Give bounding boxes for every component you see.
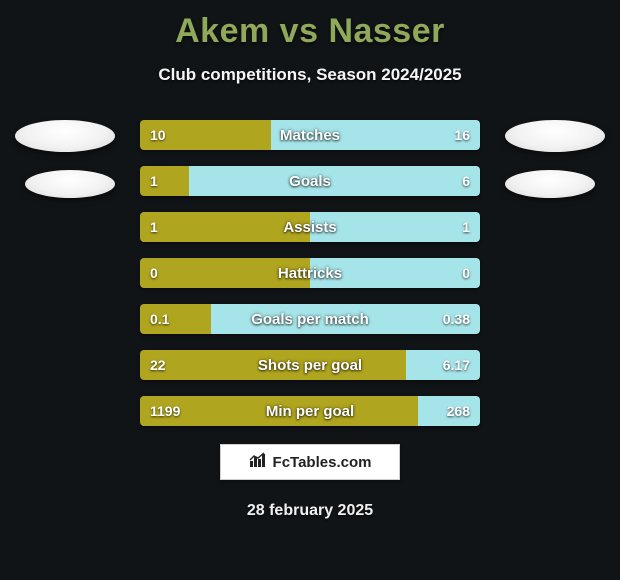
page-title: Akem vs Nasser: [0, 0, 620, 51]
footer-date: 28 february 2025: [0, 502, 620, 520]
stat-bar-right: [310, 258, 480, 288]
right-team-badge-2: [505, 170, 595, 198]
stat-row: Goals per match0.10.38: [140, 304, 480, 334]
page-subtitle: Club competitions, Season 2024/2025: [0, 65, 620, 85]
left-team-badge-2: [25, 170, 115, 198]
stat-row: Goals16: [140, 166, 480, 196]
stat-bar-left: [140, 212, 310, 242]
stat-bar-left: [140, 258, 310, 288]
stat-bar-left: [140, 120, 271, 150]
left-team-badge-1: [15, 120, 115, 152]
stat-bar-left: [140, 166, 189, 196]
stat-row: Matches1016: [140, 120, 480, 150]
stat-bar-right: [211, 304, 480, 334]
stat-row: Min per goal1199268: [140, 396, 480, 426]
stat-bar-right: [271, 120, 480, 150]
stat-bar-right: [418, 396, 480, 426]
stat-bar-right: [189, 166, 480, 196]
stat-rows: Matches1016 Goals16 Assists11 Hattricks00 Go…: [140, 120, 480, 442]
right-team-badge-1: [505, 120, 605, 152]
stat-bar-left: [140, 396, 418, 426]
stat-bar-left: [140, 304, 211, 334]
stat-bar-left: [140, 350, 406, 380]
stat-row: Hattricks00: [140, 258, 480, 288]
branding-box: FcTables.com: [220, 444, 400, 480]
stat-bar-right: [406, 350, 480, 380]
chart-icon: [249, 451, 267, 474]
stat-row: Shots per goal226.17: [140, 350, 480, 380]
stat-row: Assists11: [140, 212, 480, 242]
branding-text: FcTables.com: [273, 454, 372, 471]
stat-bar-right: [310, 212, 480, 242]
